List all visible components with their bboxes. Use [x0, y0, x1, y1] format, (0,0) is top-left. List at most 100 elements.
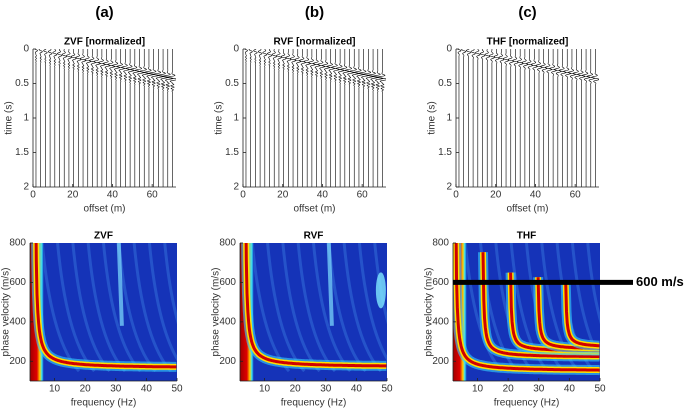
- trace: [340, 49, 350, 187]
- trace: [153, 49, 164, 187]
- trace: [335, 49, 345, 187]
- y-axis-label: phase velocity (m/s): [211, 268, 222, 357]
- plot-area: [457, 49, 599, 187]
- x-tick-label: 50: [594, 384, 606, 395]
- trace: [484, 49, 491, 187]
- plot-area: [453, 243, 600, 381]
- x-tick-label: 20: [277, 190, 289, 201]
- trace: [540, 49, 548, 187]
- trace: [349, 49, 360, 187]
- trace: [125, 49, 135, 187]
- trace: [111, 49, 121, 187]
- plot-title: RVF [normalized]: [273, 37, 355, 48]
- y-tick-label: 1: [23, 113, 29, 124]
- trace: [52, 49, 58, 187]
- trace: [116, 49, 125, 187]
- heatmap-streak: [116, 243, 124, 326]
- mode-curve: [34, 243, 177, 369]
- x-tick-label: 40: [317, 190, 329, 201]
- x-tick-label: 40: [564, 384, 576, 395]
- trace: [530, 49, 538, 187]
- x-tick-label: 50: [171, 384, 183, 395]
- trace: [166, 49, 176, 187]
- heatmap-streak: [586, 243, 600, 325]
- plot-area: [240, 243, 387, 381]
- y-tick-label: 400: [9, 316, 26, 327]
- heatmap-spot: [375, 272, 386, 309]
- x-tick-label: 0: [30, 190, 36, 201]
- trace: [61, 49, 67, 187]
- x-tick-label: 20: [80, 384, 92, 395]
- trace: [591, 49, 599, 187]
- trace: [465, 49, 471, 187]
- trace: [38, 49, 43, 187]
- y-tick-label: 200: [432, 356, 449, 367]
- trace: [498, 49, 505, 187]
- trace: [344, 49, 355, 187]
- trace: [376, 49, 386, 187]
- y-tick-label: 1.5: [438, 147, 452, 158]
- trace: [98, 49, 106, 187]
- trace: [572, 49, 581, 187]
- x-tick-label: 30: [110, 384, 122, 395]
- trace: [43, 49, 48, 187]
- trace: [586, 49, 596, 187]
- y-tick-label: 0.5: [438, 78, 452, 89]
- trace: [353, 49, 365, 187]
- x-tick-label: 50: [381, 384, 393, 395]
- x-axis-label: offset (m): [83, 204, 125, 215]
- plot-area: [244, 49, 386, 187]
- trace: [558, 49, 567, 187]
- y-tick-label: 400: [432, 316, 449, 327]
- x-tick-label: 20: [290, 384, 302, 395]
- y-tick-label: 0: [233, 44, 239, 55]
- heatmap-streak: [357, 243, 387, 362]
- heatmap-streak: [326, 243, 334, 326]
- x-tick-label: 20: [503, 384, 515, 395]
- y-axis-label: time (s): [4, 101, 15, 134]
- x-tick-label: 60: [570, 190, 582, 201]
- y-tick-label: 800: [9, 238, 26, 249]
- trace: [248, 49, 253, 187]
- trace: [321, 49, 331, 187]
- plot-area: [30, 243, 177, 381]
- trace: [563, 49, 572, 187]
- x-axis-label: offset (m): [293, 204, 335, 215]
- heatmap-streak: [163, 243, 177, 325]
- x-tick-label: 20: [490, 190, 502, 201]
- panel-label: (a): [95, 4, 113, 21]
- trace: [470, 49, 476, 187]
- x-tick-label: 60: [147, 190, 159, 201]
- y-axis-label: time (s): [214, 101, 225, 134]
- trace: [266, 49, 273, 187]
- trace: [143, 49, 155, 187]
- y-tick-label: 2: [23, 182, 29, 193]
- x-tick-label: 40: [107, 190, 119, 201]
- y-tick-label: 600: [9, 277, 26, 288]
- trace: [308, 49, 316, 187]
- x-tick-label: 10: [49, 384, 61, 395]
- trace: [157, 49, 169, 187]
- y-tick-label: 1.5: [15, 147, 29, 158]
- x-tick-label: 0: [453, 190, 459, 201]
- plot-title: RVF: [304, 231, 324, 242]
- trace: [372, 49, 384, 187]
- trace: [567, 49, 576, 187]
- heatmap-streak: [509, 243, 550, 373]
- trace: [148, 49, 159, 187]
- trace: [303, 49, 311, 187]
- y-tick-label: 800: [219, 238, 236, 249]
- trace: [461, 49, 467, 187]
- trace: [512, 49, 519, 187]
- trace: [107, 49, 116, 187]
- trace: [79, 49, 87, 187]
- y-tick-label: 0.5: [225, 78, 239, 89]
- trace: [317, 49, 326, 187]
- heatmap-streak: [570, 243, 600, 362]
- trace: [516, 49, 524, 187]
- trace: [257, 49, 263, 187]
- x-tick-label: 10: [259, 384, 271, 395]
- heatmap-streak: [540, 243, 580, 373]
- trace: [331, 49, 340, 187]
- trace: [367, 49, 379, 187]
